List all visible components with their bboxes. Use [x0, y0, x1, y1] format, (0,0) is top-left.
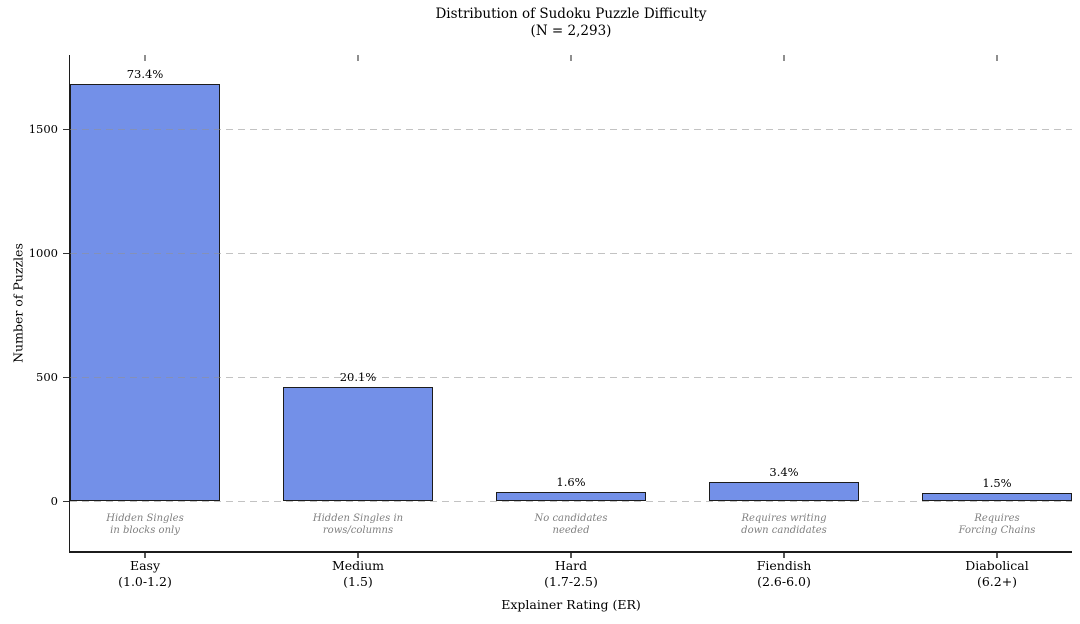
gridline [70, 376, 1072, 378]
x-axis-spine [68, 551, 1072, 553]
chart-title: Distribution of Sudoku Puzzle Difficulty [435, 6, 707, 22]
x-top-tick-mark [357, 55, 359, 61]
x-tick-mark [783, 552, 785, 558]
x-tick-label: Easy (1.0-1.2) [118, 558, 172, 589]
x-tick-mark [144, 552, 146, 558]
x-tick-mark [570, 552, 572, 558]
bar-fiendish [709, 482, 859, 502]
bar-value-label: 20.1% [339, 370, 377, 385]
y-tick-label: 1000 [28, 246, 58, 261]
bar-value-label: 73.4% [126, 67, 164, 82]
bar-annotation: Hidden Singles in blocks only [106, 513, 184, 537]
bar-annotation: Requires writing down candidates [741, 513, 827, 537]
x-top-tick-mark [570, 55, 572, 61]
bar-value-label: 1.6% [556, 475, 586, 490]
bar-value-label: 3.4% [769, 465, 799, 480]
chart-subtitle: (N = 2,293) [530, 23, 612, 39]
y-axis-spine [68, 55, 70, 553]
x-top-tick-mark [144, 55, 146, 61]
x-tick-label: Diabolical (6.2+) [965, 558, 1029, 589]
x-tick-label: Hard (1.7-2.5) [544, 558, 598, 589]
y-tick-label: 0 [50, 494, 58, 509]
bar-medium [283, 387, 433, 502]
y-tick-label: 500 [36, 370, 58, 385]
y-tick-label: 1500 [28, 122, 58, 137]
y-tick-mark [62, 252, 69, 255]
bar-value-label: 1.5% [982, 475, 1012, 490]
x-top-tick-mark [783, 55, 785, 61]
bar-annotation: No candidates needed [534, 513, 608, 537]
gridline [70, 128, 1072, 130]
bar-annotation: Hidden Singles in rows/columns [312, 513, 404, 537]
y-tick-mark [62, 128, 69, 131]
gridline [70, 252, 1072, 254]
x-top-tick-mark [996, 55, 998, 61]
bar-diabolical [922, 492, 1072, 502]
x-axis-label: Explainer Rating (ER) [501, 597, 641, 612]
bar-easy [70, 84, 220, 502]
bar-annotation: Requires Forcing Chains [958, 513, 1036, 537]
bar-hard [496, 492, 646, 502]
y-tick-mark [62, 376, 69, 379]
x-tick-label: Fiendish (2.6-6.0) [756, 558, 812, 589]
x-tick-label: Medium (1.5) [331, 558, 385, 589]
x-tick-mark [996, 552, 998, 558]
y-tick-mark [62, 500, 69, 503]
x-tick-mark [357, 552, 359, 558]
gridline [70, 500, 1072, 502]
